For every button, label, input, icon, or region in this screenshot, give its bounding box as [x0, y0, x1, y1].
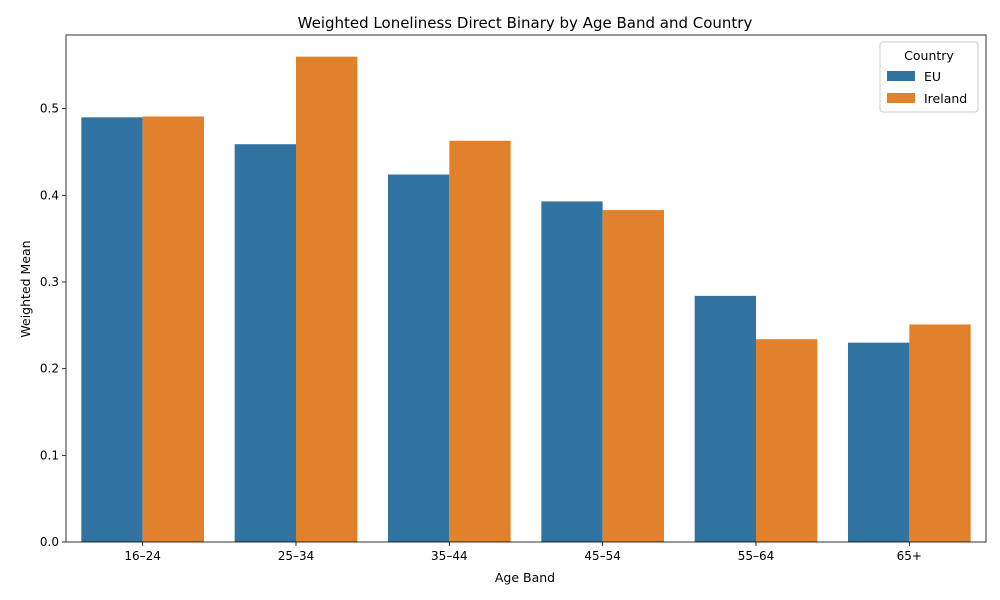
bar-ireland-5: [909, 324, 971, 542]
bar-eu-3: [541, 201, 603, 542]
y-tick-label: 0.4: [40, 188, 59, 202]
legend-swatch-ireland: [887, 93, 915, 103]
bars-layer: [81, 56, 971, 543]
x-tick-label: 16–24: [124, 549, 161, 563]
bar-ireland-0: [142, 116, 204, 542]
bar-ireland-4: [756, 339, 818, 542]
x-tick-label: 45–54: [584, 549, 621, 563]
legend-swatch-eu: [887, 71, 915, 81]
y-tick-label: 0.3: [40, 275, 59, 289]
legend-label-ireland: Ireland: [924, 91, 967, 106]
x-axis-ticks: 16–24 25–34 35–44 45–54 55–64 65+: [124, 542, 922, 563]
y-axis-ticks: 0.0 0.1 0.2 0.3 0.4 0.5: [40, 102, 66, 549]
x-tick-label: 55–64: [738, 549, 775, 563]
x-tick-label: 65+: [897, 549, 922, 563]
bar-ireland-2: [449, 140, 511, 543]
x-tick-label: 35–44: [431, 549, 468, 563]
y-tick-label: 0.2: [40, 362, 59, 376]
bar-eu-1: [234, 144, 296, 542]
y-tick-label: 0.5: [40, 102, 59, 116]
y-tick-label: 0.1: [40, 448, 59, 462]
chart-title: Weighted Loneliness Direct Binary by Age…: [298, 14, 753, 32]
plot-area: 0.0 0.1 0.2 0.3 0.4 0.5 16–24 25–34 35–44 45–54 5…: [40, 34, 987, 563]
legend-label-eu: EU: [924, 69, 941, 84]
legend: Country EU Ireland: [879, 41, 979, 113]
y-tick-label: 0.0: [40, 535, 59, 549]
y-axis-label: Weighted Mean: [18, 240, 33, 337]
bar-eu-5: [848, 342, 910, 542]
bar-ireland-1: [296, 56, 358, 543]
x-tick-label: 25–34: [278, 549, 315, 563]
bar-eu-4: [694, 295, 756, 542]
bar-eu-0: [81, 117, 143, 542]
x-axis-label: Age Band: [495, 570, 555, 585]
plot-frame: [65, 34, 987, 543]
bar-ireland-3: [602, 210, 664, 542]
legend-title: Country: [904, 48, 954, 63]
bar-eu-2: [388, 174, 450, 542]
